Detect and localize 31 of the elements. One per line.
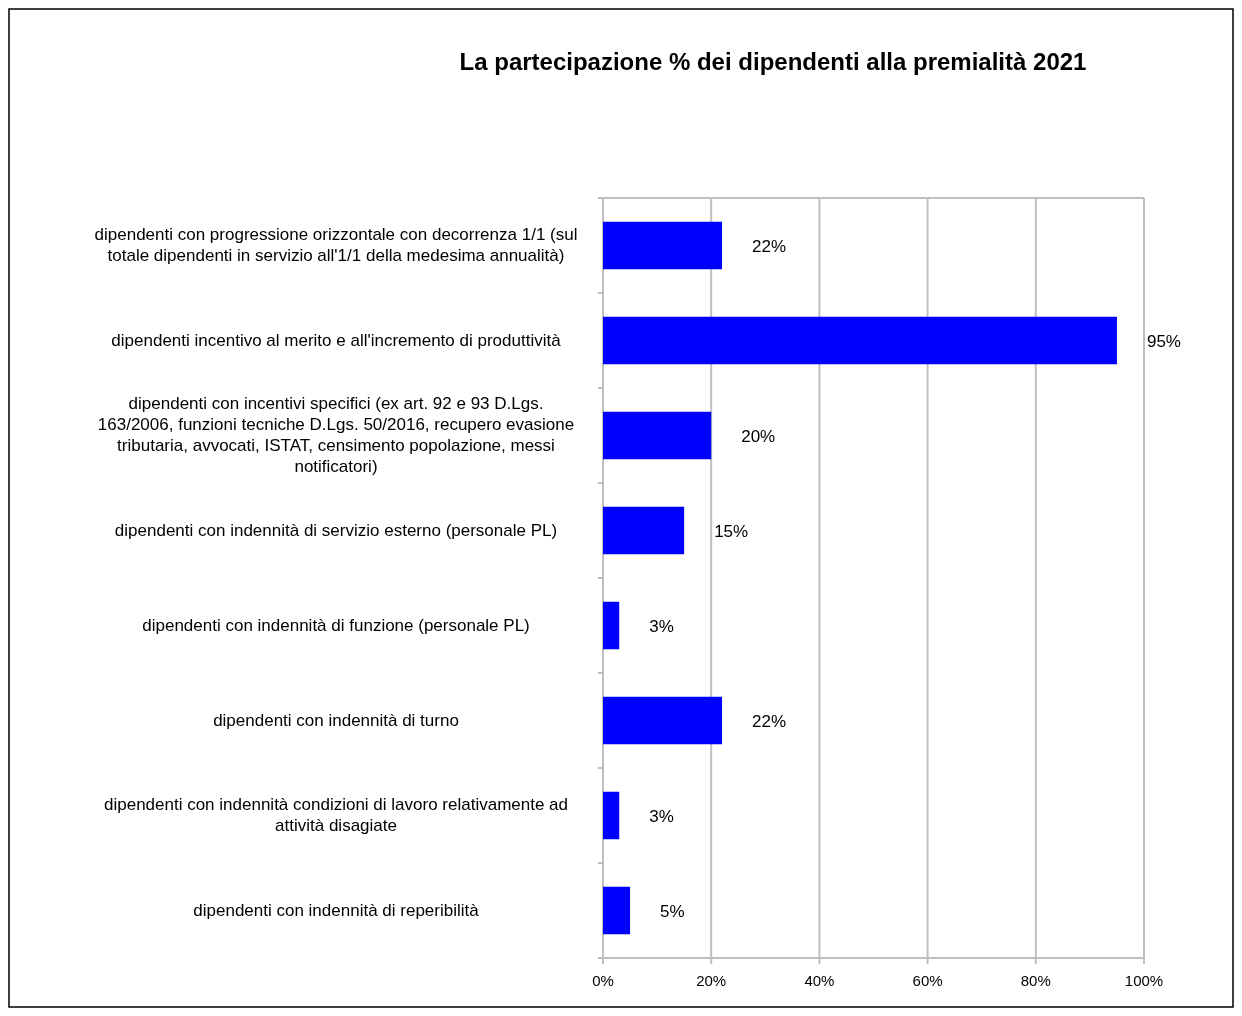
y-tick-label: dipendenti con indennità di servizio esterno (personale PL) xyxy=(114,520,558,540)
chart-title: La partecipazione % dei dipendenti alla premialità 2021 xyxy=(459,48,1087,75)
data-label: 22% xyxy=(752,711,787,731)
x-tick-label: 100% xyxy=(1124,972,1164,989)
x-tick-label: 0% xyxy=(592,972,614,989)
y-tick-label: dipendenti con progressione orizzontale con decorrenza 1/1 (sul totale dipendenti in servizio all'1/1 della medesima annualità) xyxy=(94,225,578,265)
y-tick-label: dipendenti con indennità condizioni di lavoro relativamente ad attività disagiate xyxy=(103,795,569,835)
bar xyxy=(603,506,685,555)
x-tick-label: 40% xyxy=(804,972,835,989)
data-label: 5% xyxy=(660,901,685,921)
y-tick-label: dipendenti con incentivi specifici (ex art. 92 e 93 D.Lgs. 163/2006, funzioni tecniche D.Lgs. 50/2016, recupero evasione tributaria, avvocati, ISTAT, censimento popolazione, messi notificatori) xyxy=(97,394,575,476)
bar xyxy=(603,791,620,840)
bar xyxy=(603,411,712,460)
y-tick-label: dipendenti con indennità di funzione (personale PL) xyxy=(142,615,530,635)
bar xyxy=(603,316,1117,365)
y-tick-label: dipendenti con indennità di turno xyxy=(213,710,459,730)
y-tick-label: dipendenti con indennità di reperibilità xyxy=(193,900,480,920)
bar xyxy=(603,696,723,745)
data-label: 15% xyxy=(714,521,749,541)
bar xyxy=(603,886,631,935)
x-tick-label: 80% xyxy=(1020,972,1051,989)
x-tick-label: 60% xyxy=(912,972,943,989)
data-label: 3% xyxy=(649,616,674,636)
y-tick-label: dipendenti incentivo al merito e all'incremento di produttività xyxy=(111,330,562,350)
data-label: 22% xyxy=(752,236,787,256)
bar xyxy=(603,601,620,650)
data-label: 20% xyxy=(741,426,776,446)
data-label: 3% xyxy=(649,806,674,826)
x-tick-label: 20% xyxy=(696,972,727,989)
bar xyxy=(603,221,723,270)
data-label: 95% xyxy=(1146,331,1181,351)
